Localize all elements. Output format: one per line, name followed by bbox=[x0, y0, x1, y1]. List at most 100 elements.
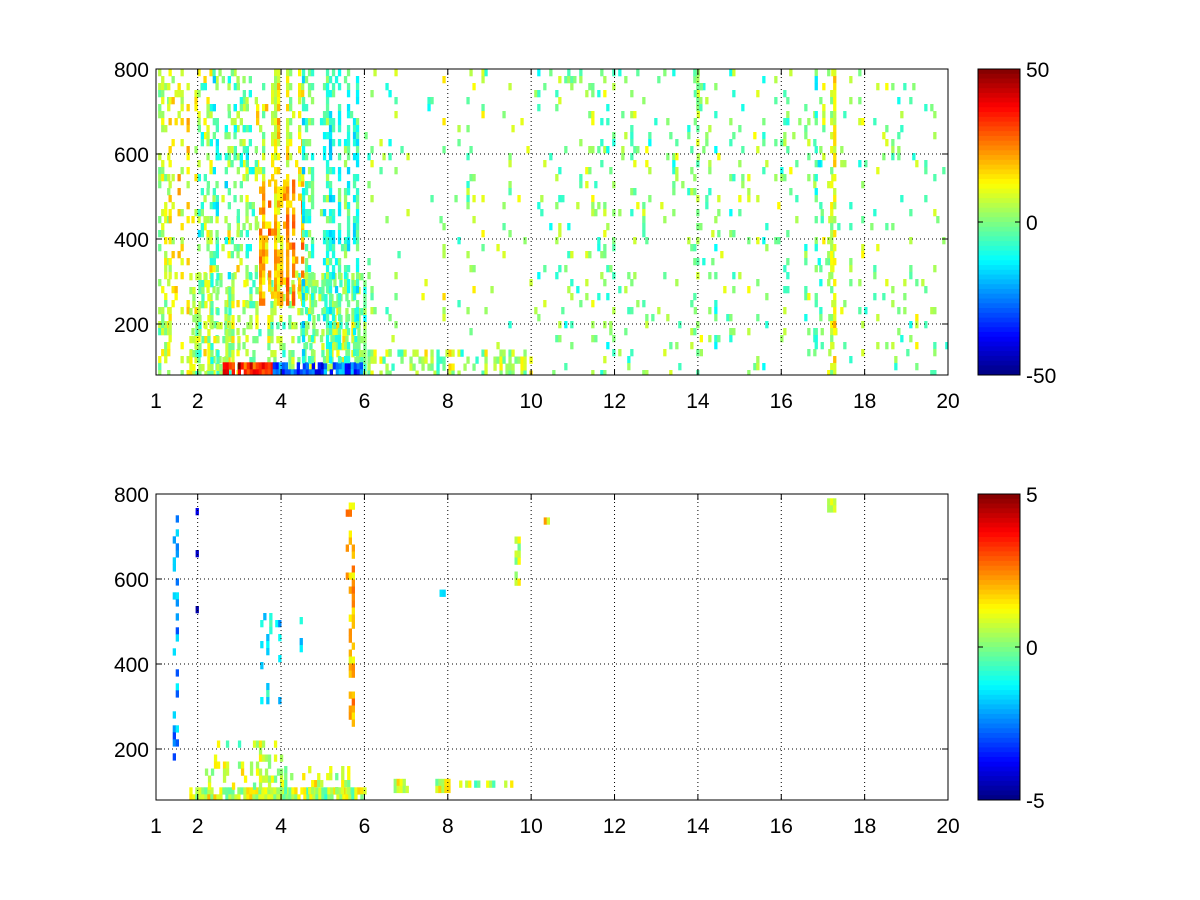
heatmap-cell bbox=[567, 286, 571, 294]
heatmap-cell bbox=[292, 242, 296, 250]
heatmap-cell bbox=[337, 202, 342, 210]
colorbar-step bbox=[978, 212, 1020, 218]
heatmap-cell bbox=[345, 544, 349, 552]
heatmap-cell bbox=[318, 287, 322, 295]
heatmap-cell bbox=[318, 794, 322, 800]
heatmap-cell bbox=[351, 572, 355, 580]
heatmap-cell bbox=[355, 125, 360, 133]
heatmap-cell bbox=[442, 293, 446, 301]
heatmap-cell bbox=[271, 97, 275, 105]
heatmap-cell bbox=[224, 307, 228, 315]
heatmap-cell bbox=[399, 785, 403, 794]
heatmap-cell bbox=[171, 286, 175, 294]
heatmap-cell bbox=[329, 369, 333, 375]
heatmap-cell bbox=[325, 216, 330, 224]
heatmap-cell bbox=[343, 342, 348, 350]
heatmap-cell bbox=[534, 90, 538, 98]
heatmap-cell bbox=[164, 216, 168, 224]
heatmap-cell bbox=[248, 167, 252, 175]
heatmap-cell bbox=[255, 315, 259, 323]
heatmap-cell bbox=[255, 287, 259, 295]
heatmap-cell bbox=[210, 787, 214, 795]
heatmap-cell bbox=[240, 768, 245, 776]
heatmap-cell bbox=[161, 286, 165, 294]
heatmap-cell bbox=[272, 369, 276, 375]
heatmap-cell bbox=[289, 242, 293, 250]
heatmap-cell bbox=[307, 83, 312, 91]
heatmap-cell bbox=[373, 356, 377, 364]
heatmap-cell bbox=[645, 146, 649, 154]
heatmap-cell bbox=[849, 279, 853, 287]
heatmap-cell bbox=[394, 272, 398, 280]
heatmap-cell bbox=[379, 370, 383, 375]
heatmap-cell bbox=[508, 83, 512, 91]
heatmap-cell bbox=[312, 329, 316, 337]
heatmap-cell bbox=[255, 369, 259, 375]
heatmap-cell bbox=[933, 265, 937, 273]
heatmap-cell bbox=[360, 357, 364, 365]
heatmap-cell bbox=[198, 364, 202, 372]
heatmap-cell bbox=[301, 179, 305, 187]
heatmap-cell bbox=[298, 291, 302, 299]
heatmap-cell bbox=[830, 132, 834, 140]
heatmap-cell bbox=[732, 132, 736, 140]
heatmap-cell bbox=[320, 780, 324, 788]
heatmap-cell bbox=[786, 272, 790, 280]
heatmap-cell bbox=[261, 362, 265, 370]
heatmap-cell bbox=[843, 300, 847, 308]
heatmap-cell bbox=[325, 251, 330, 259]
heatmap-cell bbox=[912, 153, 916, 161]
heatmap-cell bbox=[567, 76, 571, 84]
heatmap-cell bbox=[783, 174, 787, 182]
heatmap-cell bbox=[347, 362, 351, 370]
heatmap-cell bbox=[267, 322, 271, 330]
heatmap-cell bbox=[309, 343, 313, 351]
heatmap-cell bbox=[591, 83, 595, 91]
heatmap-cell bbox=[218, 356, 222, 364]
heatmap-cell bbox=[933, 370, 937, 375]
heatmap-cell bbox=[295, 160, 299, 168]
colorbar-step bbox=[978, 131, 1020, 137]
heatmap-cell bbox=[343, 279, 348, 287]
heatmap-cell bbox=[762, 139, 766, 147]
heatmap-cell bbox=[258, 754, 263, 762]
heatmap-cell bbox=[262, 249, 266, 257]
heatmap-cell bbox=[328, 230, 333, 238]
heatmap-cell bbox=[310, 174, 315, 182]
heatmap-cell bbox=[936, 216, 940, 224]
heatmap-cell bbox=[409, 356, 413, 364]
heatmap-cell bbox=[299, 645, 303, 653]
heatmap-cell bbox=[268, 200, 272, 208]
heatmap-cell bbox=[320, 369, 324, 375]
heatmap-cell bbox=[367, 181, 371, 189]
heatmap-cell bbox=[206, 237, 210, 245]
heatmap-cell bbox=[167, 349, 171, 357]
colorbar-step bbox=[978, 164, 1020, 170]
heatmap-cell bbox=[292, 221, 296, 229]
heatmap-cell bbox=[612, 69, 616, 77]
heatmap-cell bbox=[274, 146, 278, 154]
heatmap-cell bbox=[268, 284, 272, 292]
heatmap-cell bbox=[192, 287, 196, 295]
colorbar-tick-label: -50 bbox=[1026, 365, 1056, 388]
heatmap-cells bbox=[172, 498, 837, 800]
heatmap-cell bbox=[909, 209, 913, 217]
heatmap-cell bbox=[204, 322, 208, 330]
heatmap-cell bbox=[783, 118, 787, 126]
heatmap-cell bbox=[654, 118, 658, 126]
colorbar-step bbox=[978, 346, 1020, 352]
heatmap-cell bbox=[215, 251, 219, 259]
heatmap-cell bbox=[514, 536, 518, 544]
heatmap-cell bbox=[270, 280, 274, 288]
heatmap-cell bbox=[291, 322, 295, 330]
heatmap-cell bbox=[564, 363, 568, 371]
heatmap-cell bbox=[885, 139, 889, 147]
heatmap-cell bbox=[245, 335, 249, 343]
heatmap-cell bbox=[317, 773, 321, 781]
heatmap-cell bbox=[175, 725, 179, 733]
heatmap-cell bbox=[814, 188, 818, 196]
heatmap-cell bbox=[352, 237, 357, 245]
heatmap-cell bbox=[276, 336, 280, 344]
heatmap-cell bbox=[331, 167, 336, 175]
